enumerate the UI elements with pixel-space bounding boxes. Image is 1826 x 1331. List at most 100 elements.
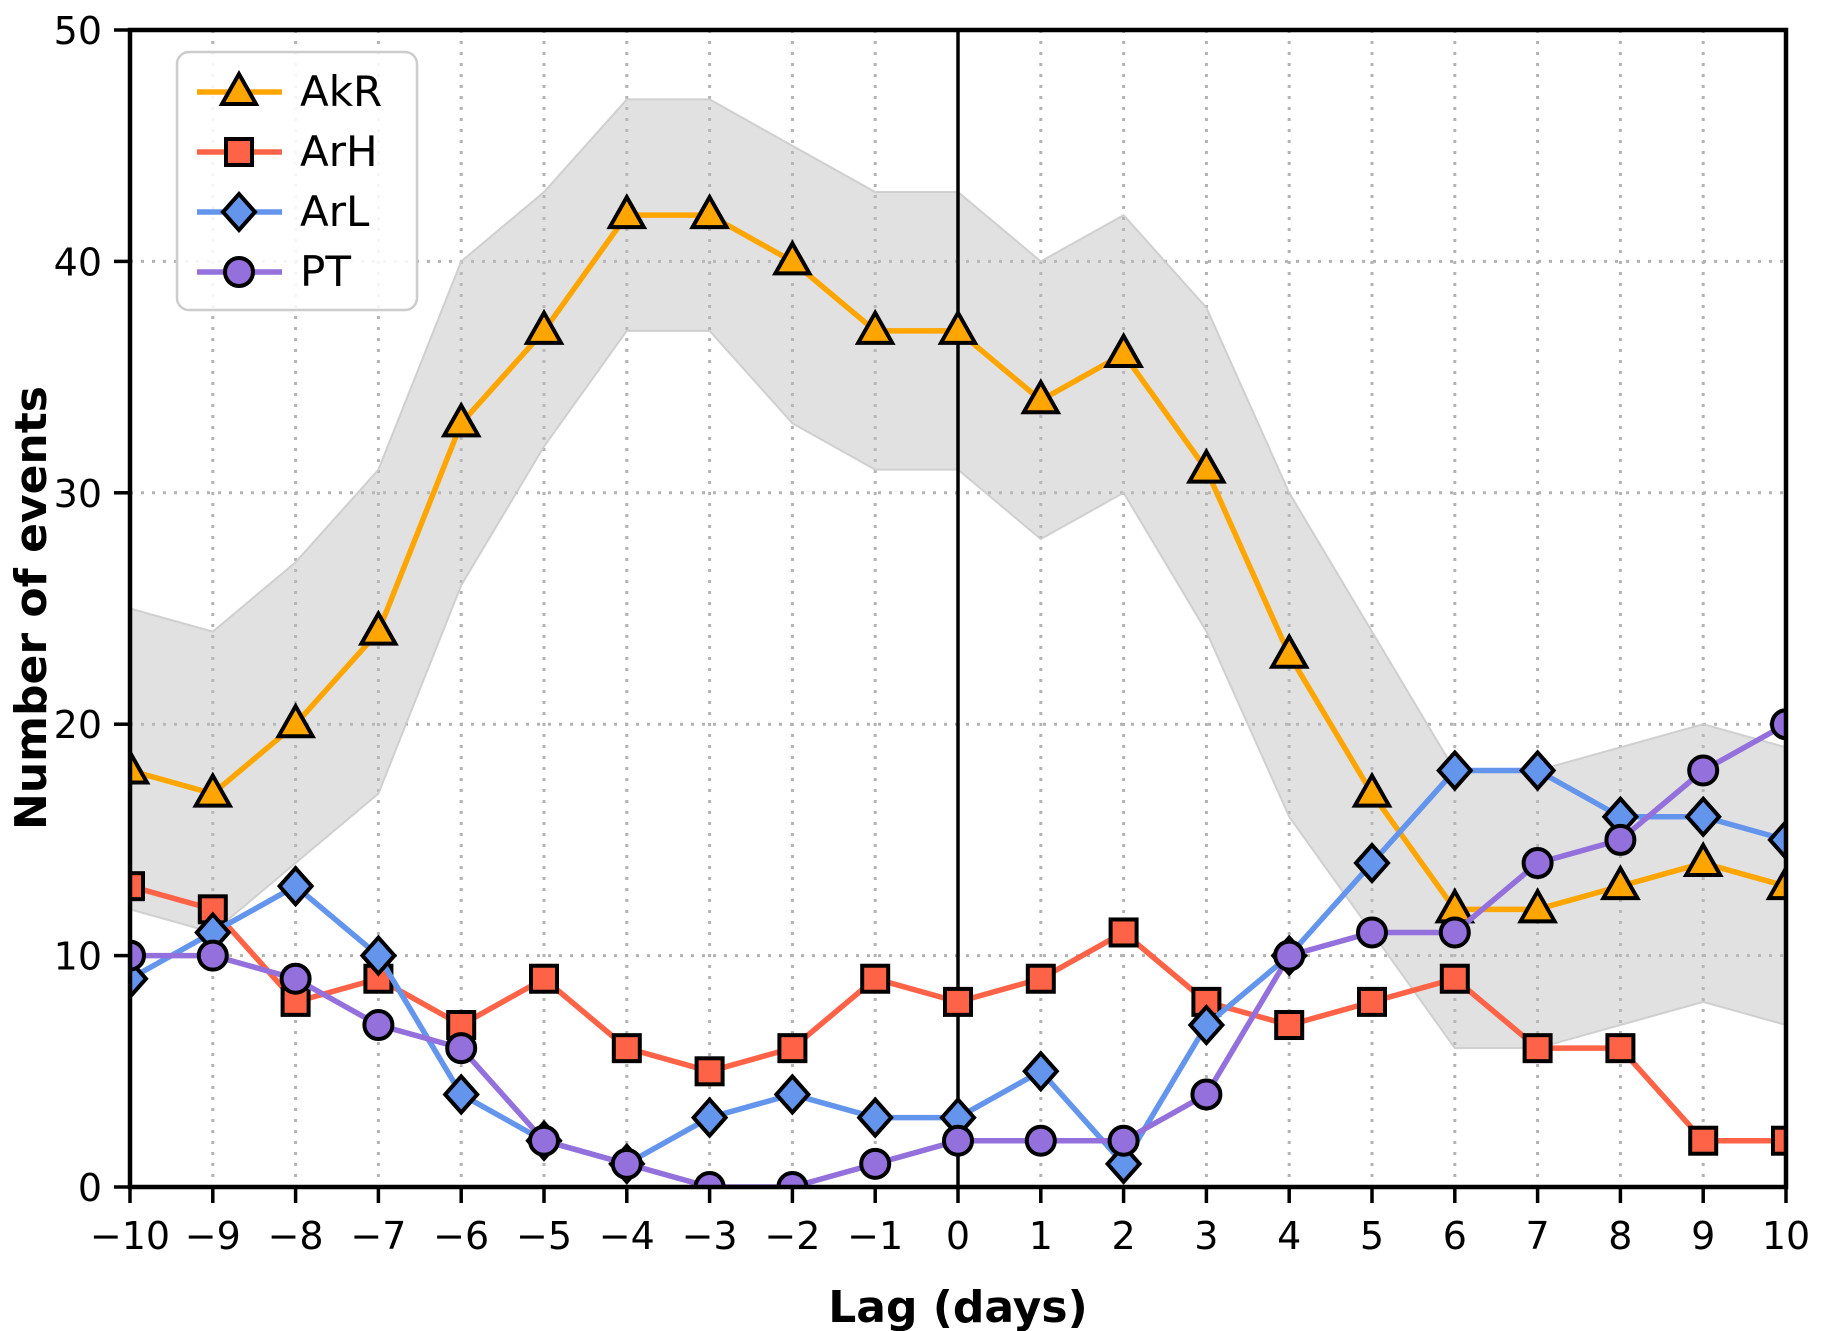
series-AkR-marker — [130, 748, 151, 785]
x-tick-label: 4 — [1277, 1214, 1301, 1258]
x-tick-label: 3 — [1194, 1214, 1218, 1258]
series-PT — [130, 708, 1786, 1187]
series-layer — [130, 193, 1786, 1187]
series-ArL-marker — [690, 1096, 729, 1139]
series-AkR-marker — [1103, 331, 1145, 368]
x-tick-label: 0 — [946, 1214, 970, 1258]
series-PT-marker — [1107, 1124, 1140, 1157]
series-AkR-marker — [357, 609, 399, 646]
legend-label-AkR: AkR — [300, 67, 382, 116]
series-AkR-marker — [854, 308, 896, 345]
series-ArL-marker — [1684, 795, 1722, 838]
series-ArL-marker — [276, 865, 315, 908]
series-PT-marker — [1024, 1124, 1057, 1157]
series-AkR-marker — [937, 308, 979, 345]
ticks — [114, 28, 1788, 1203]
x-tick-label: −2 — [764, 1214, 820, 1258]
x-tick-label: 6 — [1443, 1214, 1467, 1258]
legend-item-ArH: ArH — [197, 127, 378, 176]
x-tick-label: 9 — [1691, 1214, 1715, 1258]
x-tick-label: 7 — [1526, 1214, 1550, 1258]
series-AkR-marker — [1765, 864, 1786, 901]
series-ArL-marker — [1022, 1050, 1060, 1093]
series-ArH-marker — [1522, 1033, 1553, 1064]
series-AkR-marker — [1682, 840, 1724, 878]
series-ArH-marker — [860, 963, 891, 994]
series-PT-marker — [1356, 916, 1388, 949]
legend-box — [175, 50, 419, 312]
x-tick-label: −6 — [433, 1214, 489, 1258]
series-ArL-marker — [856, 1096, 894, 1139]
series-ArL-marker — [359, 934, 398, 977]
series-ArL-marker — [773, 1073, 812, 1116]
legend-marker-AkR — [218, 69, 260, 106]
y-tick-label: 40 — [54, 240, 102, 284]
series-ArH-marker — [1605, 1033, 1636, 1064]
x-tick-label: −8 — [268, 1214, 324, 1258]
series-ArL-marker — [1767, 818, 1786, 861]
series-PT-marker — [196, 939, 229, 972]
series-AkR-marker — [440, 401, 482, 438]
legend-item-ArL: ArL — [197, 187, 370, 236]
series-PT-marker — [693, 1171, 726, 1187]
series-PT-marker — [942, 1124, 974, 1157]
series-ArH-marker — [280, 986, 311, 1017]
series-PT-marker — [1438, 916, 1471, 949]
series-AkR-marker — [689, 193, 731, 230]
legend-item-PT: PT — [197, 247, 351, 296]
x-tick-label: −4 — [599, 1214, 655, 1258]
series-PT-marker — [1604, 823, 1637, 856]
series-AkR — [130, 193, 1786, 924]
series-AkR-marker — [1268, 632, 1310, 669]
x-tick-label: 5 — [1360, 1214, 1384, 1258]
legend-label-ArH: ArH — [300, 127, 378, 176]
series-AkR-marker — [1599, 864, 1641, 901]
series-AkR-marker — [1185, 447, 1227, 484]
series-AkR-marker — [1351, 771, 1393, 808]
series-ArH-marker — [1771, 1125, 1786, 1156]
series-PT-marker — [445, 1032, 478, 1065]
series-ArH-marker — [694, 1056, 725, 1087]
series-ArH-marker — [611, 1033, 642, 1064]
series-ArL-marker — [1518, 749, 1557, 792]
series-PT-marker — [1521, 847, 1554, 880]
y-tick-label: 30 — [54, 472, 102, 516]
x-tick-label: −3 — [682, 1214, 738, 1258]
x-tick-label: −1 — [847, 1214, 903, 1258]
series-AkR-marker — [523, 308, 565, 345]
x-tick-label: 1 — [1029, 1214, 1053, 1258]
series-ArL-marker — [1187, 1004, 1226, 1047]
series-PT-marker — [1273, 939, 1306, 972]
legend-marker-ArL — [220, 190, 258, 234]
legend-marker-PT — [223, 256, 255, 288]
series-AkR-marker — [1517, 887, 1559, 924]
series-ArH-marker — [943, 986, 973, 1017]
series-PT-marker — [859, 1147, 892, 1180]
series-ArH-marker — [529, 963, 559, 994]
series-AkR-marker — [275, 702, 317, 739]
series-PT-marker — [362, 1009, 395, 1042]
series-ArL-marker — [1436, 749, 1474, 792]
series-ArH-marker — [777, 1033, 808, 1064]
x-tick-label: 10 — [1762, 1214, 1810, 1258]
series-ArL-marker — [1104, 1142, 1143, 1185]
legend-marker-ArH — [224, 137, 254, 167]
x-tick-label: −10 — [90, 1214, 170, 1258]
x-tick-label: −7 — [350, 1214, 406, 1258]
series-AkR-marker — [1020, 378, 1062, 415]
legend: AkR ArH ArL PT — [175, 50, 419, 312]
series-ArL-marker — [1353, 842, 1391, 885]
series-ArH-marker — [1274, 1010, 1305, 1041]
legend-item-AkR: AkR — [197, 67, 382, 116]
y-tick-label: 50 — [54, 9, 102, 53]
x-tick-label: −9 — [185, 1214, 241, 1258]
series-PT-marker — [776, 1171, 809, 1187]
series-PT-marker — [528, 1124, 560, 1157]
x-axis-title: Lag (days) — [828, 1282, 1087, 1331]
series-AkR-marker — [606, 193, 648, 230]
series-ArH-marker — [1688, 1125, 1719, 1156]
series-ArH-marker — [1439, 963, 1470, 994]
series-PT-marker — [1190, 1078, 1223, 1111]
series-PT-marker — [1770, 708, 1786, 741]
